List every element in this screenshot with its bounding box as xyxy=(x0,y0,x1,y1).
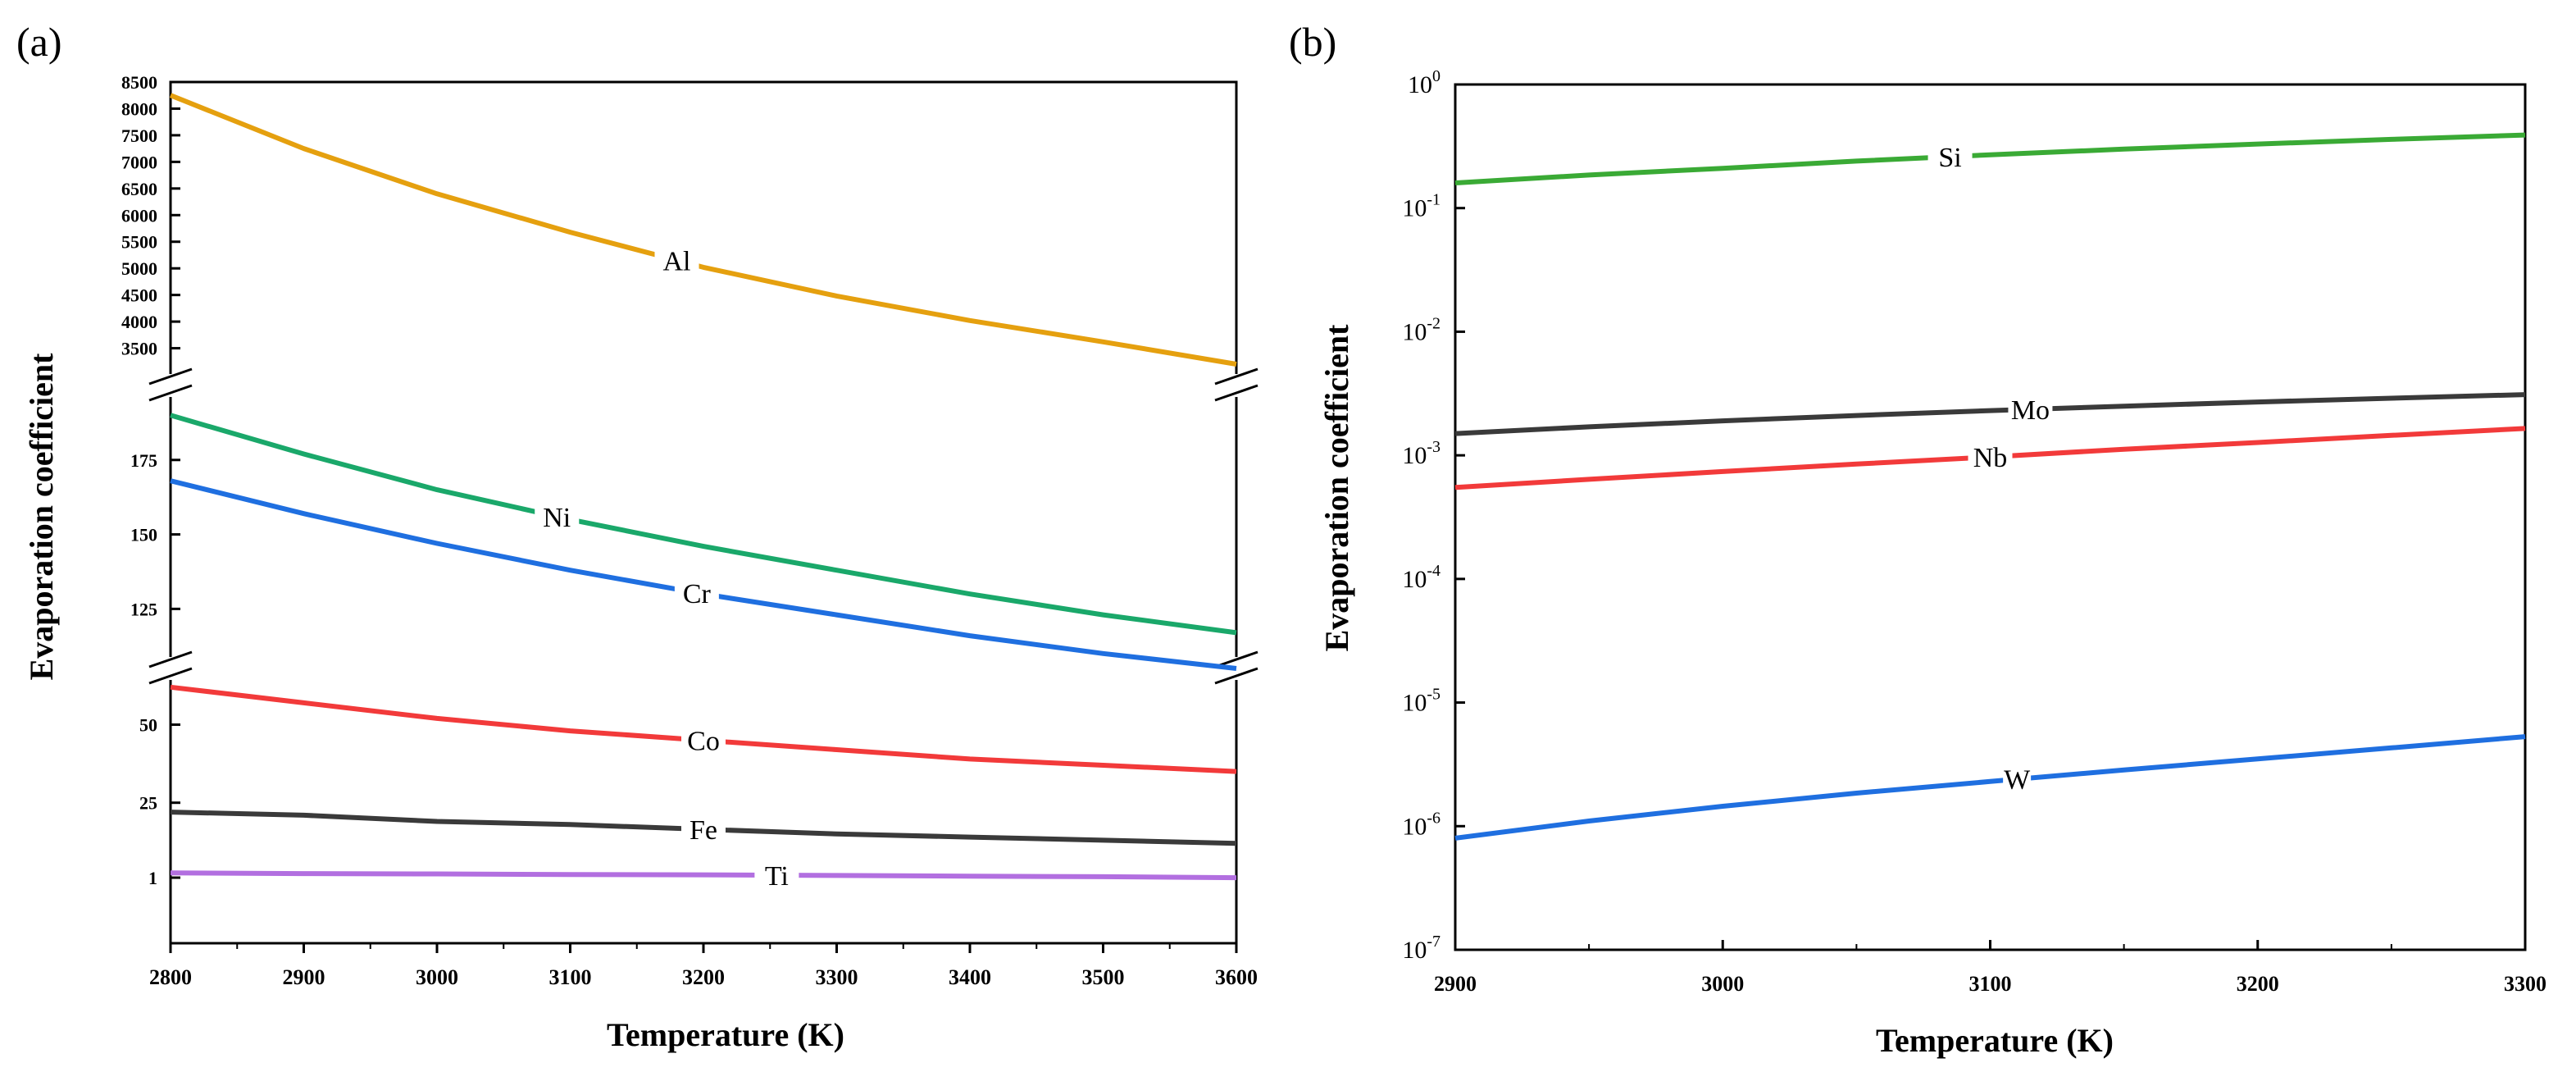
series-label-bg xyxy=(754,860,799,891)
series-label-bg xyxy=(1968,442,2013,472)
axis-break-mark xyxy=(1214,667,1258,685)
panel-a-xtick-label: 2800 xyxy=(149,965,192,989)
panel-b-xlabel: Temperature (K) xyxy=(1876,1022,2114,1059)
series-line-ni xyxy=(170,413,1237,636)
panel-b: (b) Evaporation coefficient Temperature … xyxy=(1289,19,2546,1059)
series-line-w xyxy=(1454,734,2526,841)
axis-break-mark xyxy=(148,667,193,685)
panel-a-ytick-label: 5500 xyxy=(121,232,157,253)
panel-a-ylabel: Evaporation coefficient xyxy=(23,353,60,680)
series-label-bg xyxy=(2008,394,2053,424)
panel-a-ytick-label: 25 xyxy=(139,793,157,814)
series-label-bg xyxy=(681,814,726,845)
axis-break-mark xyxy=(1214,384,1258,402)
panel-a-ytick-label: 50 xyxy=(139,715,157,736)
panel-b-ytick-label: 10-4 xyxy=(1402,562,1440,593)
panel-a-xtick-label: 3000 xyxy=(416,965,458,989)
series-label-w: W xyxy=(2004,765,2031,796)
panel-a-ytick-label: 125 xyxy=(130,599,157,619)
panel-a-label: (a) xyxy=(16,19,62,65)
panel-a-ytick-label: 8500 xyxy=(121,72,157,93)
panel-a-ytick-label: 3500 xyxy=(121,339,157,359)
panel-b-ytick-label: 10-3 xyxy=(1402,438,1440,469)
panel-a-ytick-label: 175 xyxy=(130,450,157,471)
panel-a-ytick-label: 4500 xyxy=(121,285,157,306)
panel-a-ytick-label: 150 xyxy=(130,525,157,545)
axis-break-mark xyxy=(1214,650,1258,668)
panel-b-ytick-label: 10-7 xyxy=(1402,933,1440,964)
panel-a-xtick-label: 3500 xyxy=(1082,965,1125,989)
axis-break-mark xyxy=(1214,367,1258,385)
panel-a-ytick-label: 6000 xyxy=(121,205,157,226)
panel-a-xtick-label: 3200 xyxy=(682,965,725,989)
series-label-ni: Ni xyxy=(543,503,571,533)
series-label-mo: Mo xyxy=(2011,395,2050,426)
axis-break-mark xyxy=(148,384,193,402)
panel-b-ytick-label: 10-1 xyxy=(1402,191,1440,222)
panel-a-xlabel: Temperature (K) xyxy=(607,1016,844,1053)
series-label-bg xyxy=(2003,764,2032,794)
panel-b-ytick-label: 10-6 xyxy=(1402,809,1440,840)
panel-a-xtick-label: 2900 xyxy=(283,965,325,989)
series-label-co: Co xyxy=(687,727,720,757)
panel-a-xtick-label: 3100 xyxy=(549,965,592,989)
panel-a-ytick-label: 1 xyxy=(148,868,157,888)
series-label-bg xyxy=(535,501,580,531)
series-label-bg xyxy=(1927,141,1973,171)
series-label-ti: Ti xyxy=(765,861,789,892)
series-label-fe: Fe xyxy=(690,815,717,846)
panel-b-xtick-label: 3300 xyxy=(2504,972,2546,996)
panel-b-ytick-label: 10-2 xyxy=(1402,314,1440,345)
panel-b-xtick-label: 2900 xyxy=(1434,972,1477,996)
panel-a-ytick-label: 7500 xyxy=(121,125,157,146)
panel-b-ytick-label: 100 xyxy=(1408,67,1440,98)
series-line-al xyxy=(169,93,1237,367)
panel-b-ytick-label: 10-5 xyxy=(1402,686,1440,717)
panel-b-xtick-label: 3200 xyxy=(2237,972,2279,996)
panel-a-ytick-label: 8000 xyxy=(121,98,157,119)
series-label-cr: Cr xyxy=(683,579,712,609)
panel-a-ytick-label: 5000 xyxy=(121,258,157,279)
series-label-al: Al xyxy=(663,246,691,276)
panel-b-xtick-label: 3000 xyxy=(1701,972,1744,996)
panel-b-ylabel: Evaporation coefficient xyxy=(1318,324,1355,651)
axis-break-mark xyxy=(148,367,193,385)
series-label-bg xyxy=(681,725,726,755)
panel-b-xtick-label: 3100 xyxy=(1969,972,2012,996)
axis-break-mark xyxy=(148,650,193,668)
series-line-ti xyxy=(170,870,1237,881)
panel-a: (a) Evaporation coefficient Temperature … xyxy=(16,19,1258,1053)
panel-a-xtick-label: 3600 xyxy=(1215,965,1258,989)
series-label-bg xyxy=(674,577,719,608)
panel-a-xtick-label: 3300 xyxy=(816,965,858,989)
series-label-bg xyxy=(654,245,699,276)
series-line-cr xyxy=(170,478,1237,671)
series-line-mo xyxy=(1454,392,2526,436)
series-line-si xyxy=(1454,132,2526,185)
panel-b-label: (b) xyxy=(1289,19,1336,65)
panel-a-ytick-label: 6500 xyxy=(121,179,157,199)
panel-a-ytick-label: 7000 xyxy=(121,152,157,172)
panel-a-xtick-label: 3400 xyxy=(949,965,991,989)
series-label-si: Si xyxy=(1938,143,1961,173)
series-label-nb: Nb xyxy=(1973,443,2008,473)
panel-a-ytick-label: 4000 xyxy=(121,312,157,332)
